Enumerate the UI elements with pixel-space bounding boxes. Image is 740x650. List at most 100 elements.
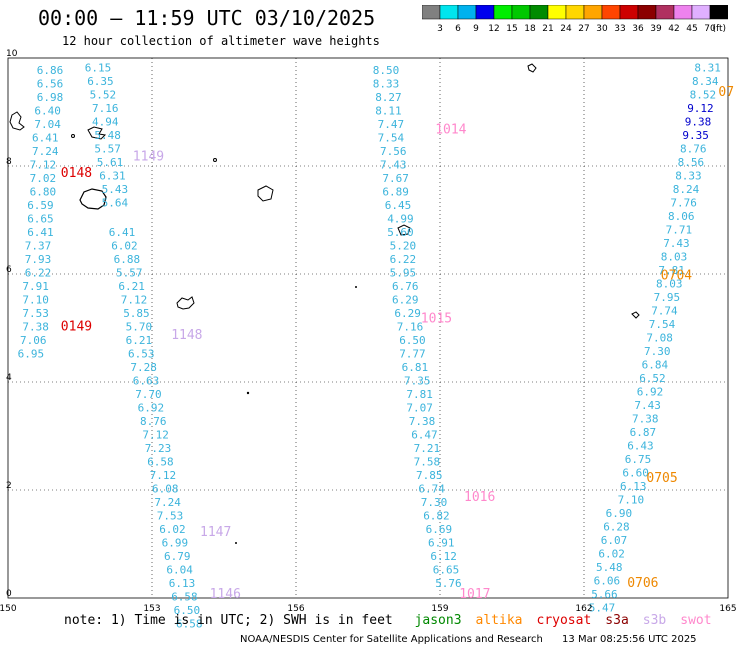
island-outline xyxy=(79,188,107,210)
wave-height-value: 5.20 xyxy=(390,240,417,253)
legend-label: 21 xyxy=(542,24,553,34)
wave-height-value: 6.35 xyxy=(87,75,114,88)
wave-height-value: 6.12 xyxy=(430,550,457,563)
wave-height-value: 8.27 xyxy=(375,91,402,104)
wave-height-value: 6.82 xyxy=(423,510,450,523)
wave-height-value: 7.06 xyxy=(20,334,47,347)
pass-time-label: 0149 xyxy=(61,320,92,335)
wave-height-value: 7.38 xyxy=(409,415,436,428)
wave-height-value: 5.57 xyxy=(116,267,143,280)
pass-time-label: 1015 xyxy=(421,312,452,327)
wave-height-value: 6.60 xyxy=(622,467,649,480)
wave-height-value: 7.54 xyxy=(649,318,676,331)
wave-height-value: 6.29 xyxy=(392,294,419,307)
pass-time-labels: 0148 0149 1149 1148 1147 1146 1014 1015 1016 1017… xyxy=(61,85,734,602)
wave-height-value: 6.65 xyxy=(433,564,460,577)
wave-height-value: 6.21 xyxy=(118,280,144,293)
pass-time-label: 1146 xyxy=(210,587,241,602)
wave-height-value: 7.07 xyxy=(406,402,433,415)
pass-time-label: 1148 xyxy=(171,328,202,343)
wave-height-value: 8.03 xyxy=(656,278,683,291)
legend-swatch xyxy=(709,5,728,20)
wave-height-value: 9.38 xyxy=(685,116,712,129)
wave-height-value: 6.31 xyxy=(99,170,126,183)
wave-height-value: 8.52 xyxy=(690,89,717,102)
wave-height-value: 6.43 xyxy=(627,440,654,453)
wave-height-value: 7.58 xyxy=(414,456,441,469)
wave-height-value: 6.75 xyxy=(625,453,652,466)
legend-label: 12 xyxy=(488,24,499,34)
credit-text: NOAA/NESDIS Center for Satellite Applica… xyxy=(240,634,543,645)
x-tick-label: 159 xyxy=(431,604,448,614)
island-dot xyxy=(213,158,217,162)
wave-height-value: 7.95 xyxy=(654,291,681,304)
wave-height-value: 7.02 xyxy=(30,172,56,185)
wave-height-value: 7.81 xyxy=(658,264,685,277)
wave-height-value: 7.30 xyxy=(421,496,448,509)
legend-label: 45 xyxy=(686,24,697,34)
wave-height-value: 6.22 xyxy=(390,253,417,266)
wave-height-value: 5.70 xyxy=(126,321,153,334)
x-tick-label: 153 xyxy=(143,604,160,614)
wave-height-value: 6.41 xyxy=(27,226,54,239)
legend-label: 33 xyxy=(614,24,625,34)
wave-height-value: 6.92 xyxy=(637,386,664,399)
wave-height-value: 6.02 xyxy=(159,523,186,536)
wave-height-value: 7.21 xyxy=(414,442,441,455)
wave-height-value: 7.37 xyxy=(25,240,52,253)
wave-height-value: 5.76 xyxy=(435,577,462,590)
wave-height-value: 7.08 xyxy=(646,332,673,345)
island-outline xyxy=(87,126,107,140)
pass-time-label: 07 xyxy=(718,85,734,100)
wave-height-value: 7.76 xyxy=(670,197,697,210)
wave-height-value: 7.16 xyxy=(397,321,424,334)
wave-height-value: 5.48 xyxy=(596,561,623,574)
wave-height-value: 8.31 xyxy=(694,62,721,75)
legend-unit: (ft) xyxy=(712,24,726,34)
legend-label: 70 xyxy=(704,24,716,34)
wave-height-value: 5.95 xyxy=(390,267,417,280)
wave-height-value: 8.33 xyxy=(373,78,400,91)
wave-height-value: 9.12 xyxy=(687,102,714,115)
pass-time-label: 1149 xyxy=(133,150,164,165)
wave-height-value: 7.12 xyxy=(150,469,177,482)
wave-height-value: 6.08 xyxy=(152,483,179,496)
y-tick-label: 8 xyxy=(6,157,12,167)
island-dot xyxy=(71,134,75,138)
pass-time-label: 1147 xyxy=(200,525,231,540)
wave-height-value: 7.70 xyxy=(135,388,162,401)
mission-s3b: s3b xyxy=(642,613,667,628)
wave-height-value: 7.74 xyxy=(651,305,678,318)
x-tick-label: 156 xyxy=(287,604,304,614)
wave-height-value: 6.04 xyxy=(166,564,193,577)
island-outline xyxy=(631,311,640,319)
pass-time-label: 0705 xyxy=(646,471,677,486)
wave-height-value: 7.43 xyxy=(634,399,661,412)
wave-height-value: 6.80 xyxy=(30,186,56,199)
wave-height-value: 7.85 xyxy=(416,469,443,482)
wave-height-value: 8.76 xyxy=(680,143,707,156)
wave-height-value: 6.06 xyxy=(594,575,621,588)
wave-height-value: 6.92 xyxy=(138,402,165,415)
wave-height-value: 7.81 xyxy=(406,388,433,401)
wave-height-value: 7.38 xyxy=(632,413,659,426)
wave-height-value: 7.12 xyxy=(30,159,56,172)
island-dot xyxy=(246,391,250,395)
wave-height-value: 5.43 xyxy=(102,183,129,196)
wave-height-value: 6.99 xyxy=(162,537,189,550)
page-title: 00:00 – 11:59 UTC 03/10/2025 xyxy=(38,6,376,30)
wave-height-value: 6.50 xyxy=(399,334,426,347)
mission-altika: altika xyxy=(475,613,523,628)
wave-height-value: 6.29 xyxy=(394,307,421,320)
wave-height-value: 5.47 xyxy=(589,602,616,615)
wave-height-value: 7.28 xyxy=(130,361,157,374)
wave-height-value: 6.22 xyxy=(25,267,52,280)
wave-height-value: 7.43 xyxy=(380,159,407,172)
legend-label: 36 xyxy=(632,24,644,34)
wave-height-value: 5.48 xyxy=(94,129,121,142)
wave-height-value: 7.91 xyxy=(22,280,49,293)
wave-height-value: 6.07 xyxy=(601,534,628,547)
y-tick-label: 2 xyxy=(6,481,12,491)
island-outline xyxy=(9,111,25,131)
